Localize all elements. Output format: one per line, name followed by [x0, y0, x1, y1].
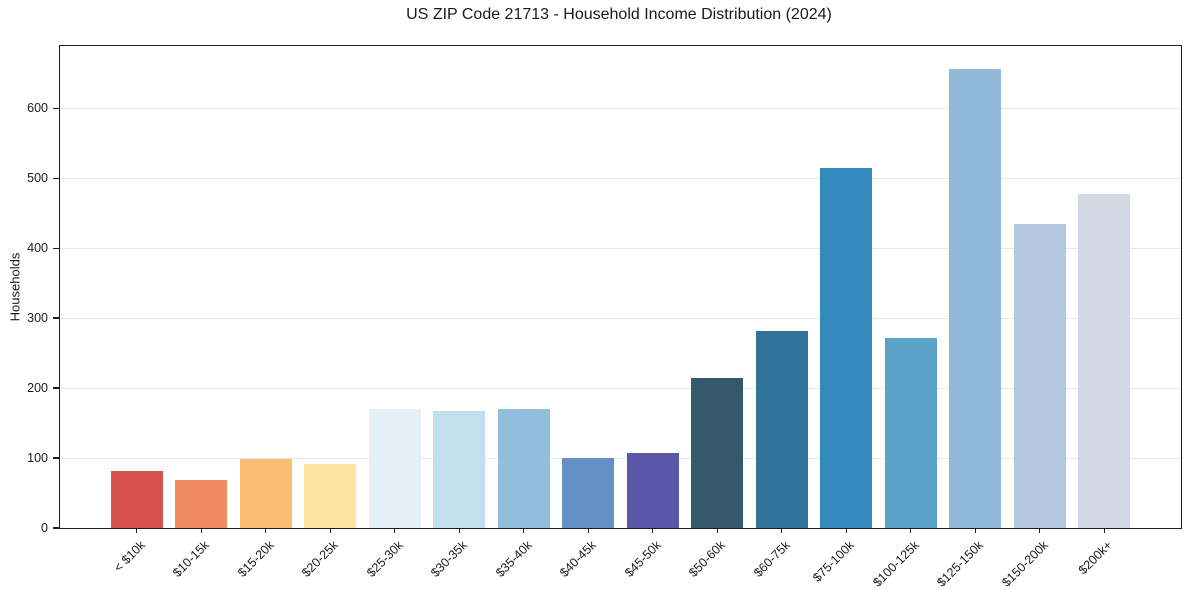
x-tick-mark	[845, 528, 847, 533]
y-gridline	[60, 107, 1181, 109]
y-tick-label: 600	[27, 100, 48, 115]
bar	[626, 453, 679, 528]
x-tick-mark	[587, 528, 589, 533]
bar	[884, 337, 937, 528]
bar	[820, 167, 873, 528]
x-tick-mark	[200, 528, 202, 533]
bar	[497, 409, 550, 528]
x-tick-mark	[974, 528, 976, 533]
x-tick-mark	[329, 528, 331, 533]
x-tick-mark	[716, 528, 718, 533]
chart-title: US ZIP Code 21713 - Household Income Dis…	[406, 6, 832, 23]
bar	[175, 479, 228, 528]
x-tick-mark	[910, 528, 912, 533]
x-tick-mark	[394, 528, 396, 533]
x-tick-mark	[136, 528, 138, 533]
y-gridline	[60, 387, 1181, 389]
plot-area: 0 100 200 300 400 500 600 < $10k $10-15k $15-20k $…	[27, 45, 1182, 590]
y-gridline	[60, 317, 1181, 319]
y-tick-label: 0	[41, 520, 48, 535]
y-tick-label: 300	[27, 310, 48, 325]
bar	[755, 331, 808, 528]
bar	[1013, 223, 1066, 528]
x-tick-mark	[265, 528, 267, 533]
y-tick-mark	[53, 177, 60, 179]
y-tick-label: 200	[27, 380, 48, 395]
x-tick-label: < $10k	[110, 538, 148, 575]
y-tick-label: 500	[27, 170, 48, 185]
bar	[110, 471, 163, 528]
y-gridline	[60, 177, 1181, 179]
y-tick-mark	[53, 107, 60, 109]
y-tick-mark	[53, 317, 60, 319]
bar	[304, 463, 357, 528]
bar	[949, 69, 1002, 528]
y-tick-label: 100	[27, 450, 48, 465]
x-tick-mark	[652, 528, 654, 533]
y-gridline	[60, 247, 1181, 249]
x-tick-mark	[781, 528, 783, 533]
y-gridline	[60, 457, 1181, 459]
x-tick-mark	[1039, 528, 1041, 533]
bar	[368, 409, 421, 528]
bar	[433, 411, 486, 528]
x-tick-mark	[1103, 528, 1105, 533]
bar	[239, 459, 292, 528]
y-tick-mark	[53, 457, 60, 459]
x-tick-mark	[523, 528, 525, 533]
y-tick-mark	[53, 527, 60, 529]
y-tick-label: 400	[27, 240, 48, 255]
bar	[691, 378, 744, 528]
y-tick-mark	[53, 387, 60, 389]
bar	[562, 458, 615, 528]
bar	[1078, 194, 1131, 528]
y-tick-mark	[53, 247, 60, 249]
x-tick-mark	[458, 528, 460, 533]
